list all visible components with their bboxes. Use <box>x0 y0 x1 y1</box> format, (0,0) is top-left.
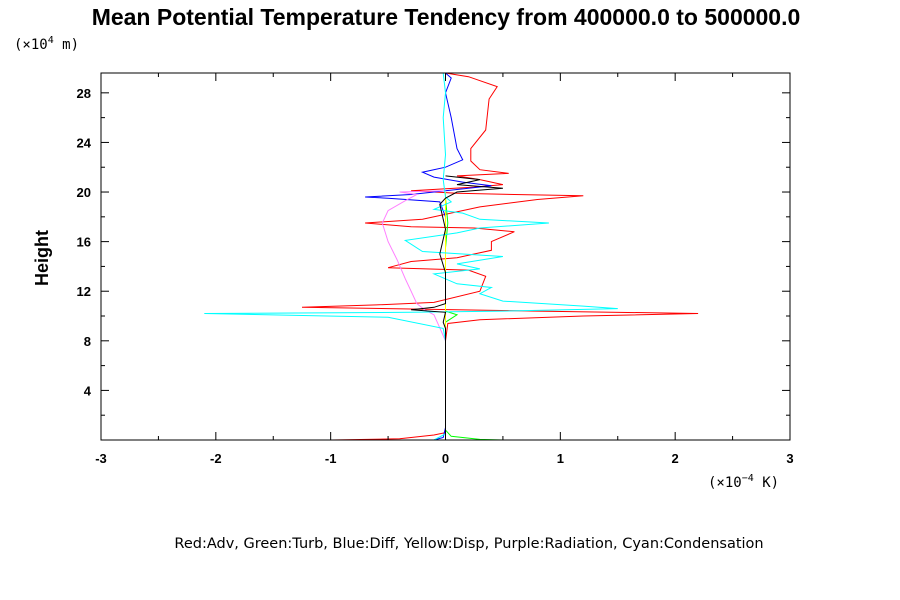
series-line-2 <box>365 72 492 441</box>
series-group <box>204 72 699 441</box>
x-tick-label: 0 <box>442 451 449 466</box>
series-line-0 <box>301 72 699 441</box>
chart-title: Mean Potential Temperature Tendency from… <box>92 4 801 30</box>
x-tick-label: -3 <box>95 451 107 466</box>
x-tick-label: 3 <box>786 451 793 466</box>
x-unit-suffix: K) <box>754 475 779 491</box>
x-tick-labels: -3 -2 -1 0 1 2 3 <box>95 451 793 466</box>
series-line-1 <box>445 192 503 441</box>
y-tick-label: 28 <box>77 86 91 101</box>
y-tick-label: 4 <box>84 383 92 398</box>
y-unit-suffix: m) <box>54 37 79 53</box>
y-axis-label: Height <box>32 230 52 286</box>
y-tick-label: 16 <box>77 235 91 250</box>
y-unit-prefix: (×10 <box>14 37 48 53</box>
x-tick-label: 1 <box>557 451 564 466</box>
x-unit-label: (×10−4 K) <box>708 473 779 491</box>
y-unit-exponent: 4 <box>48 35 54 46</box>
x-unit-exponent: −4 <box>742 473 754 484</box>
x-unit-prefix: (×10 <box>708 475 742 491</box>
series-line-6 <box>411 175 503 440</box>
y-tick-label: 8 <box>84 334 91 349</box>
y-tick-label: 24 <box>77 135 92 150</box>
x-tick-label: -1 <box>325 451 337 466</box>
y-tick-label: 12 <box>77 284 91 299</box>
x-tick-label: 2 <box>672 451 679 466</box>
series-line-5 <box>204 72 618 441</box>
y-tick-label: 20 <box>77 185 91 200</box>
y-unit-label: (×104 m) <box>14 35 79 53</box>
x-tick-label: -2 <box>210 451 222 466</box>
legend-text: Red:Adv, Green:Turb, Blue:Diff, Yellow:D… <box>174 536 763 552</box>
axes <box>100 72 791 441</box>
y-tick-labels: 4 8 12 16 20 24 28 <box>77 86 92 399</box>
